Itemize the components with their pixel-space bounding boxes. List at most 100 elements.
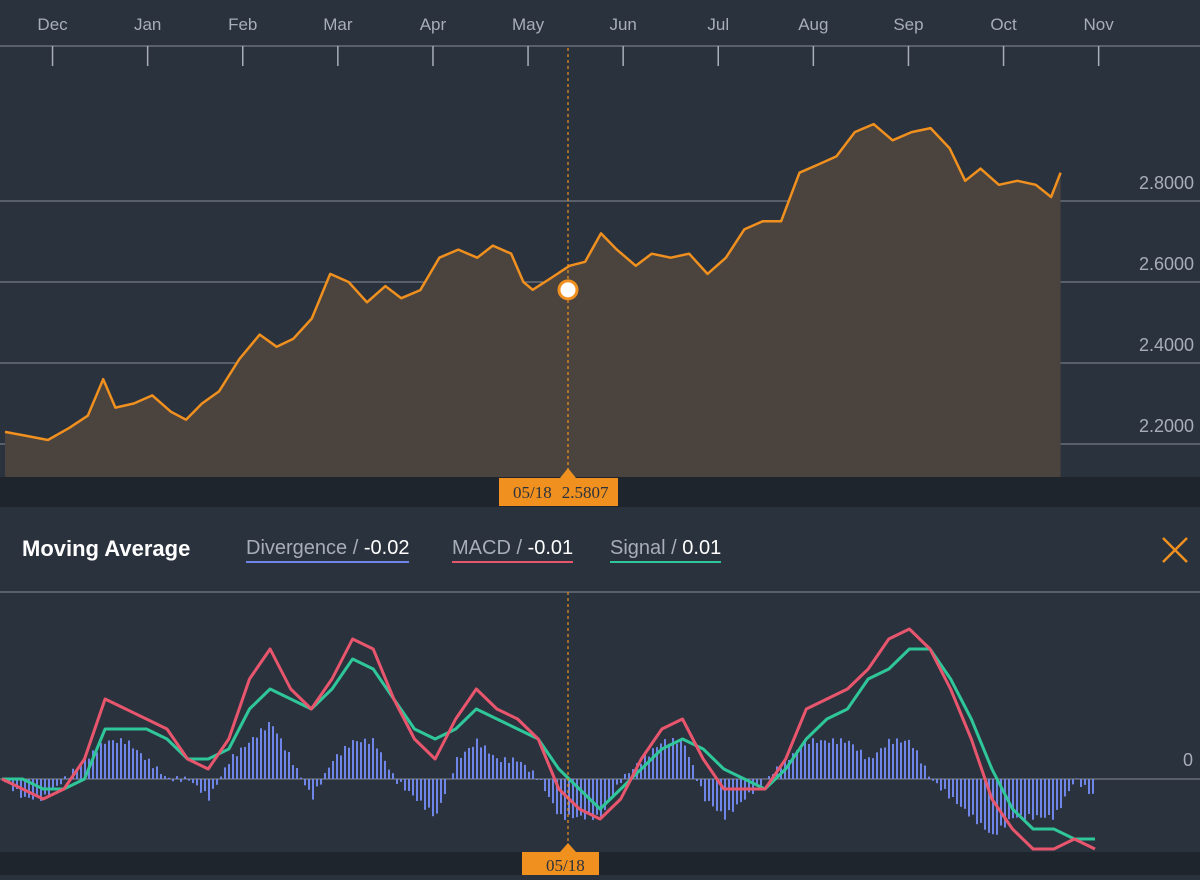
legend-divergence[interactable]: Divergence / -0.02 xyxy=(246,537,409,563)
divergence-bar xyxy=(156,766,158,779)
legend-separator: / xyxy=(516,537,522,559)
divergence-bar xyxy=(892,744,894,779)
legend-macd-value: -0.01 xyxy=(528,537,574,559)
divergence-bar xyxy=(932,779,934,781)
divergence-bar xyxy=(844,743,846,779)
divergence-bar xyxy=(440,779,442,803)
divergence-bar xyxy=(992,779,994,834)
divergence-bar xyxy=(468,748,470,779)
divergence-bar xyxy=(888,739,890,779)
divergence-bar xyxy=(540,779,542,780)
divergence-bar xyxy=(944,779,946,789)
divergence-bar xyxy=(700,779,702,786)
panel-title: Moving Average xyxy=(22,536,190,562)
divergence-bar xyxy=(512,757,514,779)
month-label: Feb xyxy=(228,15,257,34)
divergence-bar xyxy=(176,776,178,779)
divergence-bar xyxy=(380,752,382,779)
divergence-bar xyxy=(908,740,910,779)
divergence-bar xyxy=(728,779,730,810)
divergence-bar xyxy=(876,752,878,779)
divergence-bar xyxy=(936,779,938,783)
divergence-bar xyxy=(304,779,306,785)
divergence-bar xyxy=(500,762,502,779)
divergence-bar xyxy=(308,779,310,790)
divergence-bar xyxy=(100,743,102,779)
divergence-bar xyxy=(532,770,534,779)
divergence-bar xyxy=(928,777,930,779)
divergence-bar xyxy=(864,759,866,779)
divergence-bar xyxy=(212,779,214,789)
divergence-bar xyxy=(216,779,218,785)
divergence-bar xyxy=(896,738,898,779)
month-label: Jun xyxy=(609,15,636,34)
divergence-bar xyxy=(768,776,770,779)
divergence-bar xyxy=(452,773,454,779)
divergence-bar xyxy=(620,779,622,783)
divergence-bar xyxy=(188,779,190,781)
month-label: Jul xyxy=(707,15,729,34)
divergence-bar xyxy=(628,773,630,779)
divergence-bar xyxy=(116,743,118,779)
divergence-bar xyxy=(1044,779,1046,818)
divergence-bar xyxy=(320,779,322,785)
divergence-bar xyxy=(340,755,342,779)
divergence-bar xyxy=(972,779,974,815)
divergence-bar xyxy=(840,738,842,779)
divergence-bar xyxy=(816,743,818,779)
tooltip-date: 05/18 xyxy=(513,483,552,502)
divergence-bar xyxy=(608,779,610,801)
divergence-bar xyxy=(348,748,350,779)
macd-date-strip xyxy=(0,852,1200,875)
divergence-bar xyxy=(948,779,950,798)
divergence-bar xyxy=(924,766,926,779)
legend-signal-value: 0.01 xyxy=(682,537,721,559)
month-label: Sep xyxy=(893,15,923,34)
divergence-bar xyxy=(1032,779,1034,820)
divergence-bar xyxy=(424,779,426,810)
divergence-bar xyxy=(916,750,918,779)
divergence-bar xyxy=(132,748,134,779)
divergence-bar xyxy=(120,738,122,779)
divergence-bar xyxy=(292,765,294,779)
divergence-bar xyxy=(432,779,434,816)
divergence-bar xyxy=(524,765,526,779)
divergence-bar xyxy=(148,759,150,779)
divergence-bar xyxy=(172,779,174,781)
divergence-bar xyxy=(444,779,446,794)
divergence-bar xyxy=(180,779,182,782)
month-label: Oct xyxy=(990,15,1017,34)
divergence-bar xyxy=(684,745,686,779)
divergence-bar xyxy=(152,768,154,779)
divergence-bar xyxy=(268,722,270,779)
divergence-bar xyxy=(692,765,694,779)
divergence-bar xyxy=(460,758,462,779)
divergence-bar xyxy=(256,738,258,779)
divergence-bar xyxy=(416,779,418,801)
divergence-bar xyxy=(868,757,870,779)
divergence-bar xyxy=(284,750,286,779)
legend-macd[interactable]: MACD / -0.01 xyxy=(452,537,573,563)
divergence-bar xyxy=(160,774,162,779)
divergence-bar xyxy=(680,739,682,779)
divergence-bar xyxy=(328,768,330,779)
legend-signal-label: Signal xyxy=(610,537,666,559)
divergence-bar xyxy=(168,778,170,779)
macd-zero-label: 0 xyxy=(1183,750,1193,770)
divergence-bar xyxy=(736,779,738,804)
close-button[interactable] xyxy=(1158,533,1192,567)
divergence-bar xyxy=(60,779,62,784)
divergence-bar xyxy=(220,777,222,779)
crosshair-marker[interactable] xyxy=(559,281,577,299)
divergence-bar xyxy=(708,779,710,801)
divergence-bar xyxy=(1040,779,1042,818)
legend-signal[interactable]: Signal / 0.01 xyxy=(610,537,721,563)
time-axis-band xyxy=(0,0,1200,46)
divergence-bar xyxy=(956,779,958,804)
divergence-bar xyxy=(508,763,510,779)
divergence-bar xyxy=(960,779,962,807)
tooltip-value: 2.5807 xyxy=(562,483,609,502)
divergence-bar xyxy=(264,730,266,779)
divergence-bar xyxy=(808,744,810,779)
divergence-bar xyxy=(740,779,742,802)
